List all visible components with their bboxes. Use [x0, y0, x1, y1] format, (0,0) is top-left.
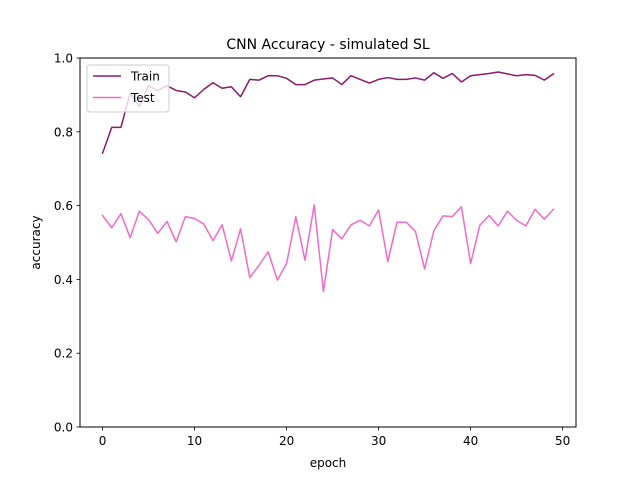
chart-title: CNN Accuracy - simulated SL [226, 37, 430, 53]
series-line-test [101, 204, 555, 293]
legend: Train Test [86, 64, 170, 113]
x-tick-label: 20 [279, 434, 294, 448]
x-tick-label: 50 [555, 434, 570, 448]
x-axis: 0 10 20 30 40 50 [99, 427, 570, 448]
legend-label-train: Train [130, 70, 160, 84]
legend-label-test: Test [130, 91, 155, 105]
y-tick-label: 0.4 [54, 273, 73, 287]
x-axis-label: epoch [310, 456, 347, 470]
x-tick-label: 0 [99, 434, 107, 448]
y-axis-label: accuracy [29, 215, 43, 269]
y-tick-label: 0.8 [54, 125, 73, 139]
x-tick-label: 30 [371, 434, 386, 448]
y-axis: 0.0 0.2 0.4 0.6 0.8 1.0 [54, 52, 80, 435]
y-tick-label: 0.2 [54, 347, 73, 361]
plot-lines [101, 71, 555, 293]
y-tick-label: 0.0 [54, 421, 73, 435]
series-line-train [101, 71, 555, 155]
y-tick-label: 0.6 [54, 199, 73, 213]
y-tick-label: 1.0 [54, 52, 73, 66]
x-tick-label: 40 [463, 434, 478, 448]
plot-frame [79, 57, 577, 428]
x-tick-label: 10 [187, 434, 202, 448]
